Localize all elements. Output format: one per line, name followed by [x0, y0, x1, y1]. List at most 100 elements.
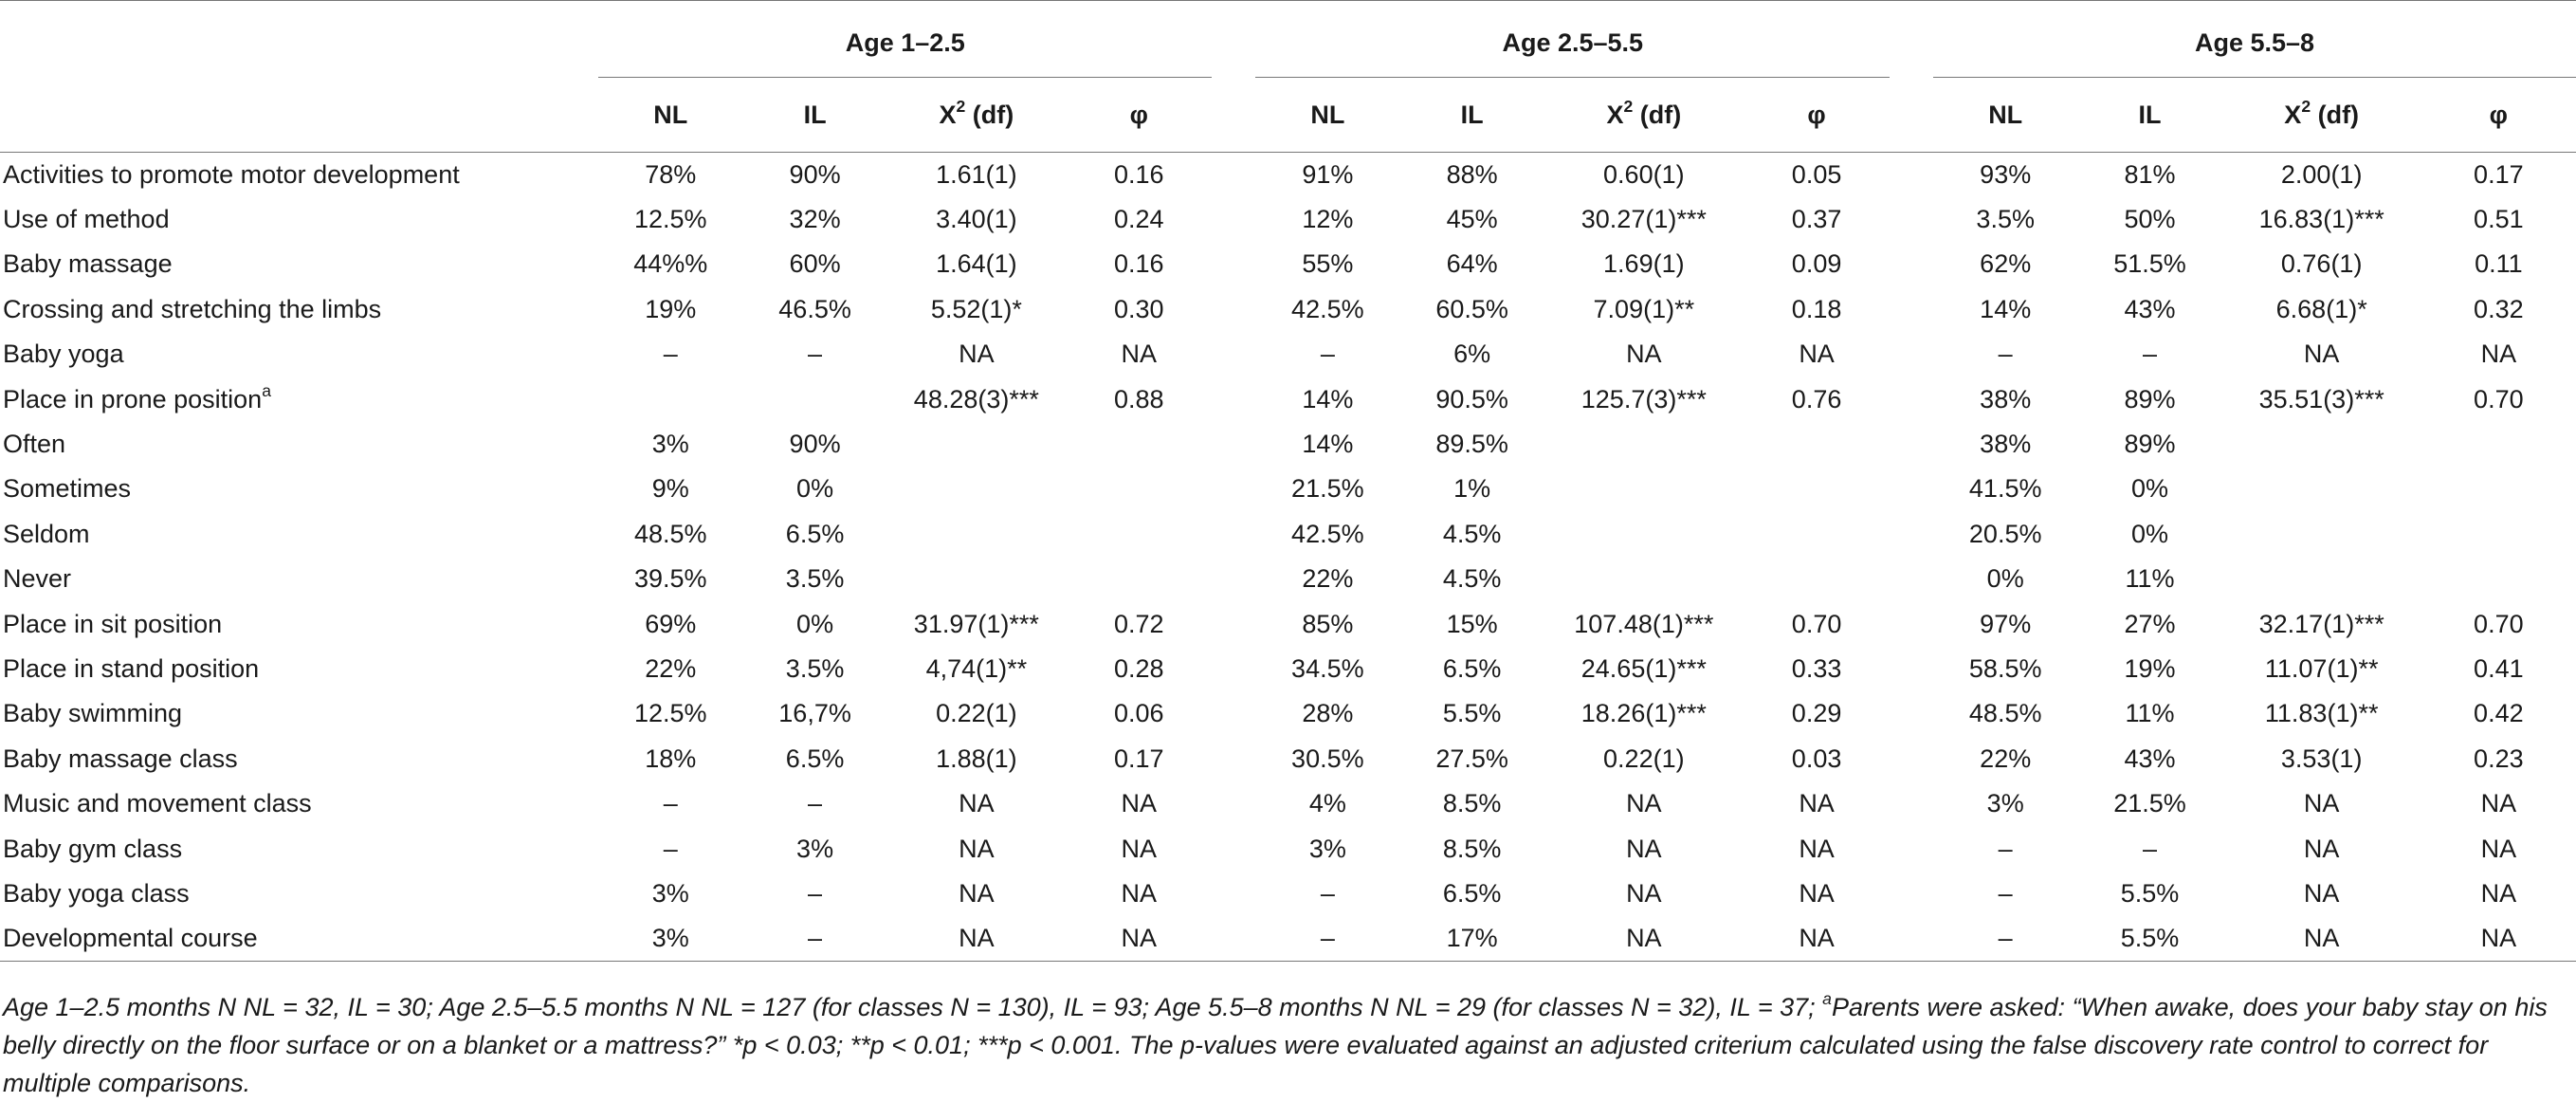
col-nl: NL — [653, 100, 688, 129]
table-cell: 0% — [2131, 519, 2169, 548]
table-cell: 90.5% — [1435, 384, 1508, 413]
group-rule-row — [0, 77, 2576, 78]
table-cell: 0% — [796, 609, 834, 638]
table-cell: 0% — [1986, 564, 2024, 594]
table-cell: 30.5% — [1291, 744, 1364, 773]
group-label: Age 5.5–8 — [2194, 28, 2315, 57]
col-chi2: X2 (df) — [2284, 96, 2360, 129]
table-cell: 11% — [2125, 564, 2175, 594]
table-cell: 3.5% — [1976, 205, 2035, 234]
table-cell: 12.5% — [633, 205, 707, 234]
table-cell: 0.23 — [2474, 744, 2524, 773]
table-cell: NA — [959, 834, 995, 863]
row-label: Seldom — [3, 519, 90, 548]
row-label: Baby massage class — [3, 744, 238, 773]
table-cell: 21.5% — [1291, 474, 1364, 504]
table-cell: 16,7% — [778, 699, 851, 728]
table-cell: 3% — [796, 834, 834, 863]
table-cell: 93% — [1980, 159, 2032, 189]
table-cell: 0.22(1) — [936, 699, 1017, 728]
table-cell: 0.76(1) — [2280, 249, 2363, 279]
table-cell: NA — [2480, 924, 2517, 953]
table-cell: – — [808, 878, 823, 908]
table-row: Use of method 12.5% 32% 3.40(1) 0.24 12% 45% 30… — [0, 197, 2576, 242]
table-cell: 0.16 — [1113, 159, 1164, 189]
table-cell: 1.69(1) — [1603, 249, 1685, 279]
table-cell: NA — [2480, 834, 2517, 863]
table-cell: NA — [1799, 789, 1835, 818]
table-cell: 12% — [1302, 205, 1354, 234]
table-cell: 89.5% — [1435, 430, 1508, 459]
table-cell: 41.5% — [1968, 474, 2042, 504]
table-cell: 2.00(1) — [2280, 159, 2363, 189]
table-cell: NA — [2303, 789, 2340, 818]
table-cell: 19% — [2124, 653, 2176, 683]
table-cell: 48.28(3)*** — [913, 384, 1039, 413]
table-cell — [2222, 512, 2421, 557]
group-header-age-3: Age 5.5–8 — [1933, 1, 2576, 78]
table-cell: 4% — [1308, 789, 1346, 818]
group-label: Age 1–2.5 — [845, 28, 965, 57]
table-cell: 0.09 — [1791, 249, 1842, 279]
table-cell: 81% — [2124, 159, 2176, 189]
table-cell: 43% — [2124, 294, 2176, 323]
table-cell: 85% — [1302, 609, 1354, 638]
table-cell — [2421, 467, 2576, 511]
table-cell: – — [1320, 340, 1335, 369]
table-cell: 0.37 — [1791, 205, 1842, 234]
table-cell: 60% — [789, 249, 841, 279]
table-footnote: Age 1–2.5 months N NL = 32, IL = 30; Age… — [3, 989, 2548, 1097]
table-cell: 89% — [2124, 384, 2176, 413]
row-label: Activities to promote motor development — [3, 159, 460, 189]
table-cell: 22% — [1980, 744, 2032, 773]
table-cell: – — [663, 340, 678, 369]
table-cell — [887, 422, 1066, 467]
table-cell: 0.70 — [2474, 384, 2524, 413]
table-cell: 14% — [1980, 294, 2032, 323]
group-underline — [598, 77, 1213, 78]
table-cell: 0.11 — [2475, 249, 2523, 279]
table-cell: 3% — [1986, 789, 2024, 818]
table-row: Often 3% 90% 14% 89.5% 38% 89% — [0, 422, 2576, 467]
table-cell: 8.5% — [1442, 789, 1502, 818]
row-label: Use of method — [3, 205, 170, 234]
table-cell: – — [1998, 834, 2013, 863]
table-row: Sometimes 9% 0% 21.5% 1% 41.5% 0% — [0, 467, 2576, 511]
table-cell: 39.5% — [633, 564, 707, 594]
table-cell: 35.51(3)*** — [2258, 384, 2384, 413]
table-cell: 3.5% — [785, 564, 845, 594]
table-cell: 4.5% — [1442, 564, 1502, 594]
row-label: Never — [3, 564, 72, 594]
table-cell: – — [1320, 878, 1335, 908]
table-cell: 43% — [2124, 744, 2176, 773]
table-cell — [1066, 557, 1213, 601]
row-label: Baby massage — [3, 249, 173, 279]
table-cell: 28% — [1302, 699, 1354, 728]
table-row: Baby yoga class 3% – NA NA – 6.5% NA NA – 5.5% NA NA — [0, 872, 2576, 916]
table-cell: 62% — [1980, 249, 2032, 279]
table-cell: 0% — [2131, 474, 2169, 504]
table-cell: 22% — [645, 653, 697, 683]
table-cell: 78% — [645, 159, 697, 189]
row-label: Baby swimming — [3, 699, 183, 728]
table-cell: 0.17 — [1113, 744, 1164, 773]
table-cell: 3% — [651, 924, 689, 953]
table-cell: NA — [959, 340, 995, 369]
table-cell: NA — [959, 789, 995, 818]
table-cell: NA — [2480, 340, 2517, 369]
table-cell: 11.83(1)** — [2264, 699, 2379, 728]
table-cell: 18% — [645, 744, 697, 773]
table-cell — [1544, 467, 1744, 511]
table-row: Baby massage class 18% 6.5% 1.88(1) 0.17 30.5… — [0, 737, 2576, 781]
row-label: Place in prone positiona — [3, 380, 271, 413]
row-label: Place in stand position — [3, 653, 260, 683]
table-cell: 42.5% — [1291, 294, 1364, 323]
table-cell: 5.5% — [1442, 699, 1502, 728]
col-phi: φ — [2489, 100, 2508, 129]
table-cell: 88% — [1446, 159, 1498, 189]
table-cell: NA — [1121, 340, 1157, 369]
table-cell: 48.5% — [633, 519, 707, 548]
table-cell: 32.17(1)*** — [2258, 609, 2384, 638]
table-row: Baby yoga – – NA NA – 6% NA NA – – NA NA — [0, 332, 2576, 377]
